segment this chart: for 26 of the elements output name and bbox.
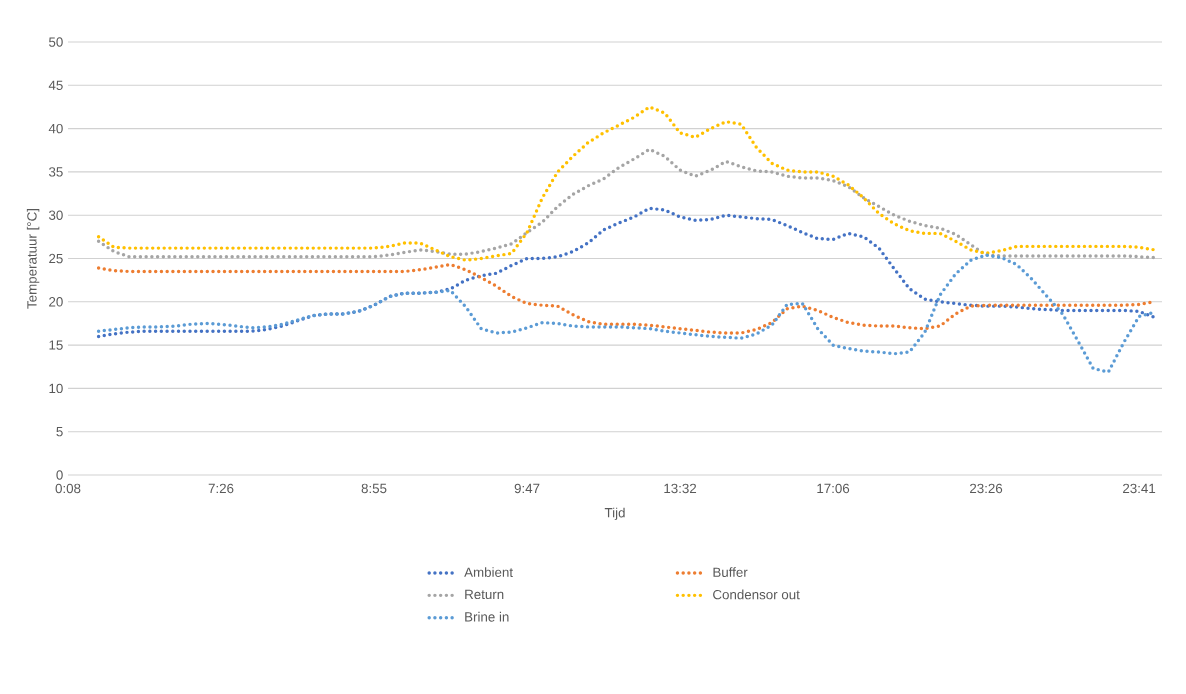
x-tick-label: 23:26 [970, 483, 1003, 494]
x-tick-label: 7:26 [208, 483, 234, 494]
legend-label: Brine in [465, 611, 509, 622]
y-tick-label: 45 [48, 80, 63, 90]
legend-label: Buffer [713, 567, 748, 577]
x-tick-label: 17:06 [817, 483, 850, 494]
x-tick-label: 23:41 [1123, 483, 1156, 494]
y-tick-label: 25 [49, 253, 63, 264]
legend-label: Return [465, 589, 504, 600]
y-tick-label: 10 [49, 383, 63, 394]
y-tick-label: 15 [49, 340, 63, 350]
y-tick-label: 0 [56, 470, 63, 480]
y-tick-label: 50 [49, 37, 63, 47]
legend-label: Condensor out [713, 589, 800, 600]
legend-label: Ambient [464, 567, 513, 577]
y-tick-label: 30 [48, 210, 63, 220]
y-tick-label: 20 [49, 297, 63, 307]
x-tick-label: 9:47 [514, 483, 540, 494]
y-axis-title: Temperatuur [°C] [26, 209, 40, 309]
x-tick-label: 8:55 [361, 483, 387, 494]
x-tick-label: 0:08 [55, 483, 81, 494]
x-axis-title: Tijd [604, 507, 625, 521]
y-tick-label: 35 [48, 167, 63, 177]
y-tick-label: 5 [56, 427, 63, 437]
x-tick-label: 13:32 [664, 483, 697, 494]
y-tick-label: 40 [48, 123, 63, 134]
